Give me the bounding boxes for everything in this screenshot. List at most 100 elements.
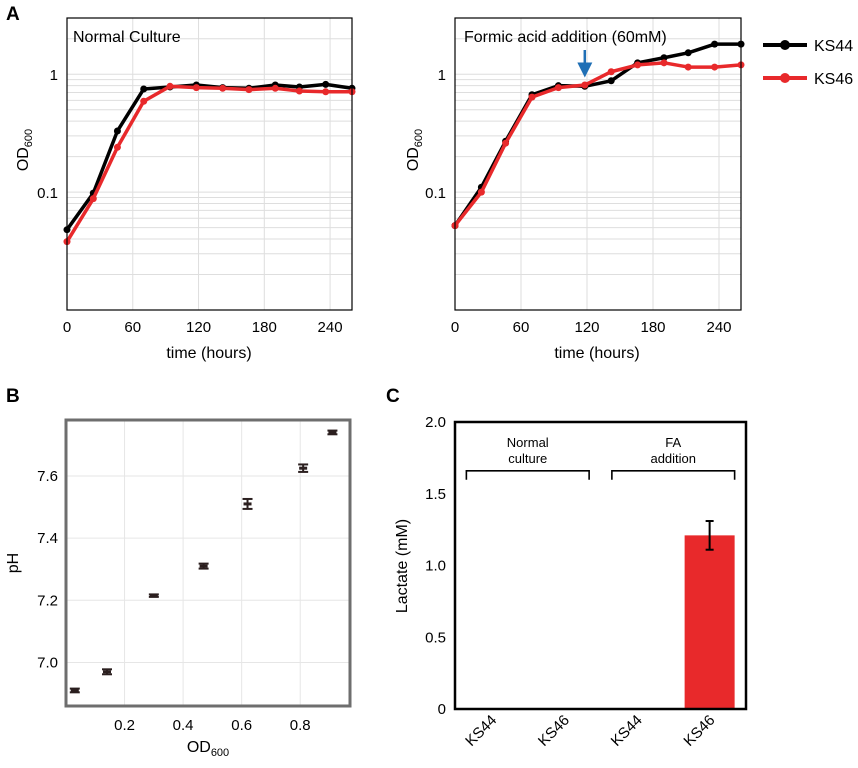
data-point-ks46: [322, 88, 330, 96]
data-point: [149, 594, 158, 598]
chart-lactate: 0 0.5 1.0 1.5 2.0 KS44 KS46 KS44 KS46 Normalcul…: [394, 414, 748, 750]
data-point-ks46: [113, 143, 121, 151]
category-label: KS44: [608, 712, 646, 750]
y-tick-label: 0.1: [37, 185, 58, 202]
group-label-line2: culture: [508, 451, 547, 466]
bar-ks46: [684, 535, 735, 709]
panel-letter-b: B: [6, 386, 20, 407]
legend-item-ks46: KS46: [763, 71, 853, 88]
x-tick-label: 240: [706, 319, 731, 336]
x-tick-label: 0.6: [231, 717, 252, 734]
data-point-ks44: [660, 54, 668, 62]
y-tick-label: 0.1: [425, 185, 446, 202]
x-tick-label: 120: [186, 319, 211, 336]
data-point: [299, 466, 308, 470]
group-bracket: [465, 469, 590, 480]
legend: KS44 KS46: [763, 38, 853, 88]
data-point-ks46: [295, 87, 303, 95]
x-tick-label: 0.4: [173, 717, 194, 734]
data-point: [199, 564, 208, 568]
chart-title: Normal Culture: [73, 29, 181, 46]
legend-item-ks44: KS44: [763, 38, 853, 55]
x-axis-label: OD600: [187, 739, 229, 759]
data-point-ks46: [528, 93, 536, 101]
data-point-ks46: [711, 63, 719, 71]
data-point: [243, 502, 252, 506]
data-point-ks46: [581, 81, 589, 89]
series-line-ks46: [453, 61, 742, 227]
y-tick-label: 1: [438, 67, 446, 84]
data-point-ks46: [245, 86, 253, 94]
category-label: KS46: [535, 712, 573, 750]
data-point-ks44: [322, 80, 330, 88]
y-tick-label: 0: [438, 701, 446, 718]
group-label-line2: addition: [650, 451, 696, 466]
x-tick-label: 60: [124, 319, 141, 336]
data-point-ks46: [502, 139, 510, 147]
x-tick-label: 0.2: [114, 717, 135, 734]
plot-frame: [66, 17, 353, 311]
data-point-ks46: [140, 97, 148, 105]
y-tick-label: 2.0: [425, 414, 446, 431]
group-label-line1: Normal: [507, 435, 549, 450]
y-tick-label: 7.6: [37, 468, 58, 485]
data-point-ks44: [684, 49, 692, 57]
chart-normal-culture: 0 60 120 180 240 0.1 1 Normal Culture time (h…: [15, 17, 356, 362]
legend-label-ks44: KS44: [814, 38, 853, 55]
legend-label-ks46: KS46: [814, 71, 853, 88]
legend-marker-ks46: [780, 73, 790, 83]
series-line-ks46: [65, 84, 352, 243]
panel-letter-c: C: [386, 386, 400, 407]
x-tick-label: 180: [640, 319, 665, 336]
category-label: KS46: [680, 712, 718, 750]
data-point-ks46: [660, 59, 668, 67]
data-point-ks46: [219, 84, 227, 92]
data-point-ks46: [554, 84, 562, 92]
x-axis-label: time (hours): [166, 345, 251, 362]
panel-letter-a: A: [6, 4, 20, 25]
data-point: [328, 430, 337, 434]
data-point-ks44: [113, 127, 121, 135]
data-point-ks46: [89, 195, 97, 203]
data-point-ks46: [607, 68, 615, 76]
plot-frame: [454, 17, 742, 311]
y-axis-label: OD600: [15, 129, 35, 171]
chart-formic-acid-addition: 0 60 120 180 240 0.1 1 Formic acid addition (…: [405, 17, 745, 362]
data-point: [70, 688, 79, 692]
data-point-ks44: [607, 77, 615, 85]
data-point-ks46: [634, 61, 642, 69]
x-tick-label: 0.8: [290, 717, 311, 734]
y-tick-label: 1.5: [425, 486, 446, 503]
y-axis-label-sub: 600: [23, 129, 35, 147]
plot-frame: [64, 418, 352, 708]
category-label: KS44: [462, 712, 500, 750]
chart-ph-vs-od: 0.2 0.4 0.6 0.8 7.0 7.2 7.4 7.6 OD600 pH: [5, 418, 352, 759]
y-axis-label: OD600: [405, 129, 425, 171]
x-tick-label: 60: [513, 319, 530, 336]
y-tick-label: 1.0: [425, 558, 446, 575]
y-axis-label: Lactate (mM): [394, 519, 411, 613]
y-axis-label-main: OD: [15, 147, 32, 171]
data-point-ks44: [711, 40, 719, 48]
y-tick-label: 1: [50, 67, 58, 84]
chart-title: Formic acid addition (60mM): [464, 29, 667, 46]
x-tick-label: 0: [63, 319, 71, 336]
data-point-ks46: [684, 63, 692, 71]
plot-frame: [453, 420, 748, 711]
series-line-ks44: [453, 42, 741, 227]
data-point-ks46: [192, 84, 200, 92]
x-axis-label: time (hours): [554, 345, 639, 362]
x-tick-label: 120: [574, 319, 599, 336]
data-point-ks46: [477, 188, 485, 196]
data-point-ks46: [271, 84, 279, 92]
y-axis-label: pH: [5, 553, 22, 573]
y-tick-label: 7.0: [37, 654, 58, 671]
x-tick-label: 180: [252, 319, 277, 336]
x-axis-label-sub: 600: [211, 747, 229, 759]
y-axis-label-sub: 600: [413, 129, 425, 147]
group-bracket: [611, 469, 736, 480]
group-label-line1: FA: [665, 435, 681, 450]
x-tick-label: 240: [318, 319, 343, 336]
y-axis-label-main: OD: [405, 147, 422, 171]
